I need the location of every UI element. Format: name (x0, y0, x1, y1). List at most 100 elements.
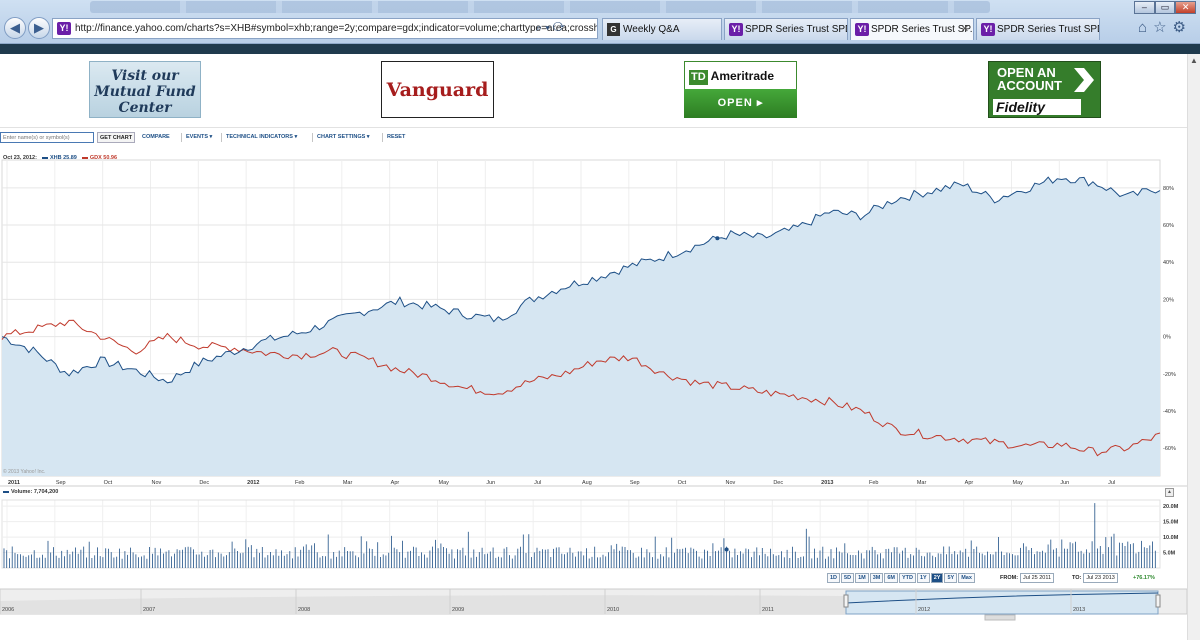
vertical-scrollbar[interactable]: ▲ (1187, 54, 1200, 640)
tab-spdr-3[interactable]: Y! SPDR Series Trust SPDR... (976, 18, 1100, 40)
volume-tick-label: 15.0M (1163, 520, 1179, 526)
navigator-year-label: 2007 (143, 607, 155, 613)
y-tick-label: 40% (1163, 260, 1174, 266)
x-tick-label: Dec (773, 480, 783, 486)
x-tick-label: Sep (630, 480, 640, 486)
address-bar[interactable]: Y! http://finance.yahoo.com/charts?s=XHB… (52, 18, 598, 39)
tab-spdr-active[interactable]: Y! SPDR Series Trust SP... ✕ (850, 18, 974, 40)
x-tick-label: Feb (869, 480, 878, 486)
toolbar-separator (221, 133, 222, 142)
td-ameritrade-ad[interactable]: TD Ameritrade OPEN ▸ (684, 61, 797, 118)
yahoo-favicon-icon: Y! (729, 23, 743, 36)
x-tick-label: Aug (582, 480, 592, 486)
back-arrow-icon[interactable]: ◀ (4, 17, 26, 39)
maximize-icon[interactable]: ▭ (1154, 1, 1176, 14)
from-label: FROM: (1000, 575, 1019, 581)
range-button-max[interactable]: Max (958, 573, 975, 583)
close-tab-icon[interactable]: ✕ (960, 24, 969, 35)
navigator-year-label: 2010 (607, 607, 619, 613)
tab-label: Weekly Q&A (623, 24, 680, 35)
range-button-ytd[interactable]: YTD (898, 573, 916, 583)
x-tick-label: Nov (726, 480, 736, 486)
yahoo-favicon-icon: Y! (57, 22, 71, 35)
collapse-volume-icon[interactable]: ▲ (1165, 488, 1174, 497)
range-button-3m[interactable]: 3M (869, 573, 884, 583)
volume-tick-label: 5.0M (1163, 551, 1176, 557)
reset-button[interactable]: RESET (387, 134, 406, 140)
from-date-field[interactable]: FROM: Jul 25 2011 (1000, 573, 1055, 583)
compare-button[interactable]: COMPARE (142, 134, 170, 140)
x-tick-label: 2012 (247, 480, 259, 486)
volume-swatch (3, 490, 9, 493)
forward-arrow-icon[interactable]: ▶ (28, 17, 50, 39)
toolbar-separator (382, 133, 383, 142)
vanguard-ad[interactable]: Vanguard (381, 61, 494, 118)
tab-label: SPDR Series Trust SP... (871, 24, 974, 35)
y-tick-label: 0% (1163, 335, 1171, 341)
td-logo-box: TD (689, 70, 708, 85)
x-tick-label: Nov (152, 480, 162, 486)
navigator-line (845, 592, 1159, 604)
x-tick-label: Mar (343, 480, 353, 486)
y-tick-label: 80% (1163, 186, 1174, 192)
technical-indicators-menu[interactable]: TECHNICAL INDICATORS ▾ (226, 134, 298, 140)
crosshair-point (715, 236, 720, 241)
xhb-series-line (1, 176, 1161, 384)
yahoo-favicon-icon: Y! (981, 23, 995, 36)
window-close-icon[interactable]: ✕ (1175, 1, 1197, 14)
range-buttons: 1D 5D 1M 3M 6M YTD 1Y 2Y 5Y Max (827, 573, 976, 583)
minimize-icon[interactable]: – (1134, 1, 1155, 14)
fidelity-ad[interactable]: OPEN AN ACCOUNT Fidelity (988, 61, 1101, 118)
x-tick-label: Oct (678, 480, 687, 486)
symbol-input[interactable] (0, 132, 94, 143)
events-menu[interactable]: EVENTS ▾ (186, 134, 213, 140)
from-date[interactable]: Jul 25 2011 (1020, 573, 1055, 583)
address-search-refresh-icon[interactable]: ⌕ ▾ ⟳ (536, 22, 565, 34)
mutual-fund-ad[interactable]: Visit our Mutual Fund Center (89, 61, 201, 118)
volume-crosshair-point (724, 547, 729, 552)
x-tick-label: Jul (1108, 480, 1115, 486)
x-tick-label: Apr (391, 480, 400, 486)
x-tick-label: 2013 (821, 480, 833, 486)
to-date[interactable]: Jul 23 2013 (1083, 573, 1118, 583)
legend-gdx: GDX 50.96 (89, 155, 118, 161)
tab-weekly-qa[interactable]: G Weekly Q&A (602, 18, 722, 40)
navigator-handle (1155, 594, 1161, 608)
x-tick-label: May (439, 480, 450, 486)
tab-label: SPDR Series Trust SPDR... (745, 24, 847, 35)
td-open-button[interactable]: OPEN ▸ (684, 89, 797, 118)
range-button-6m[interactable]: 6M (884, 573, 898, 583)
yahoo-favicon-icon: Y! (855, 23, 869, 36)
get-chart-button[interactable]: GET CHART (97, 132, 136, 143)
fidelity-brand: Fidelity (993, 99, 1081, 115)
volume-tick-label: 10.0M (1163, 535, 1179, 541)
range-button-2y[interactable]: 2Y (930, 573, 944, 583)
range-button-1y[interactable]: 1Y (916, 573, 930, 583)
tab-spdr-1[interactable]: Y! SPDR Series Trust SPDR... (724, 18, 848, 40)
range-button-5y[interactable]: 5Y (944, 573, 958, 583)
range-button-1d[interactable]: 1D (827, 573, 841, 583)
to-date-field[interactable]: TO: Jul 23 2013 (1072, 573, 1118, 583)
y-tick-label: 20% (1163, 297, 1174, 303)
tab-label: SPDR Series Trust SPDR... (997, 24, 1099, 35)
td-name: Ameritrade (710, 69, 775, 83)
x-tick-label: 2011 (8, 480, 20, 486)
copyright-text: © 2013 Yahoo! Inc. (3, 469, 46, 475)
chart-settings-menu[interactable]: CHART SETTINGS ▾ (317, 134, 370, 140)
navigator-scroll-thumb (984, 614, 1016, 621)
gdx-swatch (81, 156, 88, 159)
fidelity-line1: OPEN AN (997, 65, 1056, 80)
x-tick-label: Dec (199, 480, 209, 486)
to-label: TO: (1072, 575, 1082, 581)
home-star-gear-icons[interactable]: ⌂☆⚙ (1138, 19, 1192, 36)
y-tick-label: -40% (1163, 409, 1176, 415)
scroll-up-icon[interactable]: ▲ (1190, 56, 1198, 65)
browser-chrome: ◀ ▶ Y! http://finance.yahoo.com/charts?s… (0, 0, 1200, 44)
legend-xhb: XHB 25.89 (49, 155, 77, 161)
range-button-1m[interactable]: 1M (855, 573, 869, 583)
legend-date: Oct 23, 2012: (3, 155, 37, 161)
navigator-year-label: 2008 (298, 607, 310, 613)
range-button-5d[interactable]: 5D (841, 573, 855, 583)
